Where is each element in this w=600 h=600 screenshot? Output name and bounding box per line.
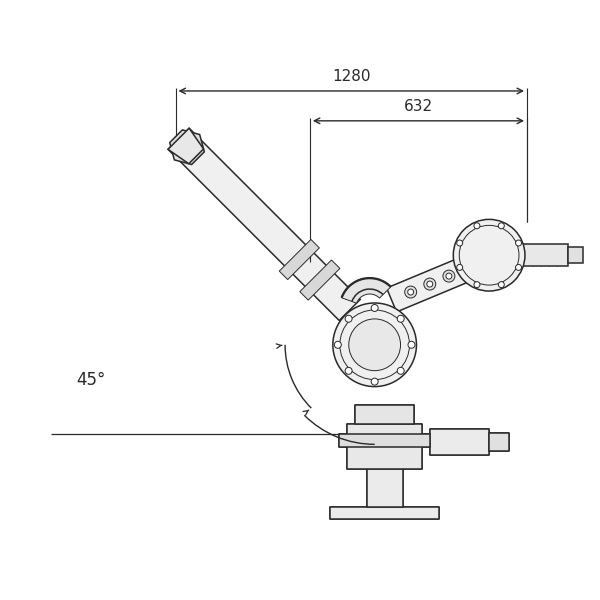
Circle shape (397, 367, 404, 374)
Circle shape (515, 265, 521, 271)
Polygon shape (430, 430, 489, 455)
Polygon shape (300, 260, 340, 300)
Circle shape (371, 304, 378, 311)
Text: 632: 632 (404, 99, 433, 114)
Circle shape (462, 262, 474, 274)
Polygon shape (568, 247, 583, 263)
Circle shape (349, 319, 401, 371)
Circle shape (407, 289, 413, 295)
Circle shape (424, 278, 436, 290)
Circle shape (334, 341, 341, 348)
Circle shape (446, 273, 452, 279)
Text: 45°: 45° (76, 371, 106, 389)
Circle shape (453, 220, 525, 291)
Circle shape (457, 240, 463, 246)
Circle shape (408, 341, 415, 348)
Circle shape (427, 281, 433, 287)
Circle shape (499, 223, 504, 229)
Circle shape (345, 367, 352, 374)
Polygon shape (168, 128, 361, 320)
Polygon shape (489, 433, 509, 451)
Text: 1280: 1280 (332, 69, 371, 84)
Polygon shape (170, 130, 205, 164)
Polygon shape (279, 239, 319, 280)
Polygon shape (330, 507, 439, 519)
Circle shape (397, 315, 404, 322)
Circle shape (457, 265, 463, 271)
Polygon shape (523, 244, 568, 266)
Circle shape (333, 303, 416, 386)
Circle shape (405, 286, 416, 298)
Polygon shape (339, 434, 430, 448)
Circle shape (499, 281, 504, 287)
Circle shape (443, 270, 455, 282)
Circle shape (465, 265, 471, 271)
Circle shape (474, 281, 480, 287)
Polygon shape (386, 248, 492, 312)
Circle shape (474, 223, 480, 229)
Circle shape (345, 315, 352, 322)
Polygon shape (367, 469, 403, 507)
Polygon shape (168, 128, 203, 164)
Polygon shape (341, 278, 391, 303)
Circle shape (515, 240, 521, 246)
Polygon shape (355, 404, 415, 424)
Circle shape (371, 378, 378, 385)
Polygon shape (347, 424, 422, 469)
